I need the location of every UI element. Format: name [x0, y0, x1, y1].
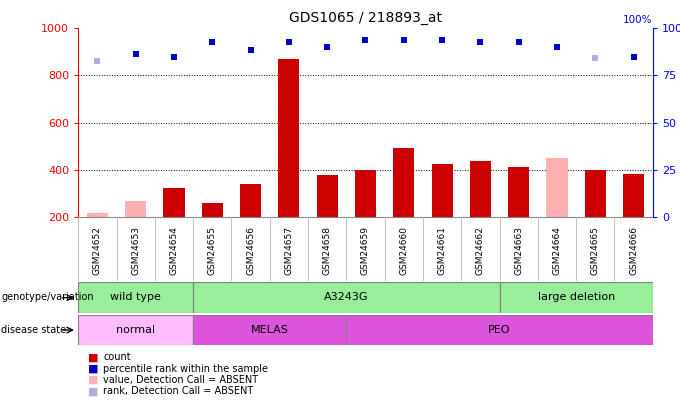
Text: GSM24657: GSM24657	[284, 226, 293, 275]
Bar	[202, 202, 223, 217]
Text: percentile rank within the sample: percentile rank within the sample	[103, 364, 269, 373]
Text: GSM24652: GSM24652	[93, 226, 102, 275]
Text: GSM24664: GSM24664	[553, 226, 562, 275]
Text: GSM24661: GSM24661	[438, 226, 447, 275]
Title: GDS1065 / 218893_at: GDS1065 / 218893_at	[289, 11, 442, 25]
Bar	[163, 188, 184, 217]
Bar	[393, 148, 414, 217]
Bar	[87, 213, 108, 217]
Text: GSM24654: GSM24654	[169, 226, 178, 275]
Text: ■: ■	[88, 386, 99, 396]
Text: GSM24658: GSM24658	[323, 226, 332, 275]
Bar	[470, 161, 491, 217]
Text: count: count	[103, 352, 131, 362]
Text: MELAS: MELAS	[251, 325, 289, 335]
Text: ■: ■	[88, 375, 99, 385]
Bar	[317, 175, 338, 217]
Text: GSM24660: GSM24660	[399, 226, 408, 275]
Bar	[432, 164, 453, 217]
Bar	[78, 282, 193, 313]
Text: GSM24655: GSM24655	[208, 226, 217, 275]
Text: disease state: disease state	[1, 325, 67, 335]
Bar	[346, 315, 653, 345]
Text: large deletion: large deletion	[538, 292, 615, 303]
Text: genotype/variation: genotype/variation	[1, 292, 94, 302]
Text: GSM24663: GSM24663	[514, 226, 523, 275]
Text: wild type: wild type	[110, 292, 161, 303]
Text: value, Detection Call = ABSENT: value, Detection Call = ABSENT	[103, 375, 258, 385]
Bar	[193, 282, 500, 313]
Bar	[240, 184, 261, 217]
Bar	[547, 158, 568, 217]
Bar	[78, 315, 193, 345]
Bar	[355, 170, 376, 217]
Bar	[623, 174, 644, 217]
Text: normal: normal	[116, 325, 155, 335]
Text: GSM24653: GSM24653	[131, 226, 140, 275]
Bar	[278, 59, 299, 217]
Text: GSM24662: GSM24662	[476, 226, 485, 275]
Bar	[125, 201, 146, 217]
Text: GSM24656: GSM24656	[246, 226, 255, 275]
Text: ■: ■	[88, 352, 99, 362]
Text: rank, Detection Call = ABSENT: rank, Detection Call = ABSENT	[103, 386, 254, 396]
Text: GSM24665: GSM24665	[591, 226, 600, 275]
Bar	[585, 170, 606, 217]
Text: ■: ■	[88, 364, 99, 373]
Bar	[508, 167, 529, 217]
Text: GSM24659: GSM24659	[361, 226, 370, 275]
Bar	[500, 282, 653, 313]
Text: 100%: 100%	[624, 15, 653, 25]
Bar	[193, 315, 346, 345]
Text: A3243G: A3243G	[324, 292, 369, 303]
Text: PEO: PEO	[488, 325, 511, 335]
Text: GSM24666: GSM24666	[629, 226, 638, 275]
